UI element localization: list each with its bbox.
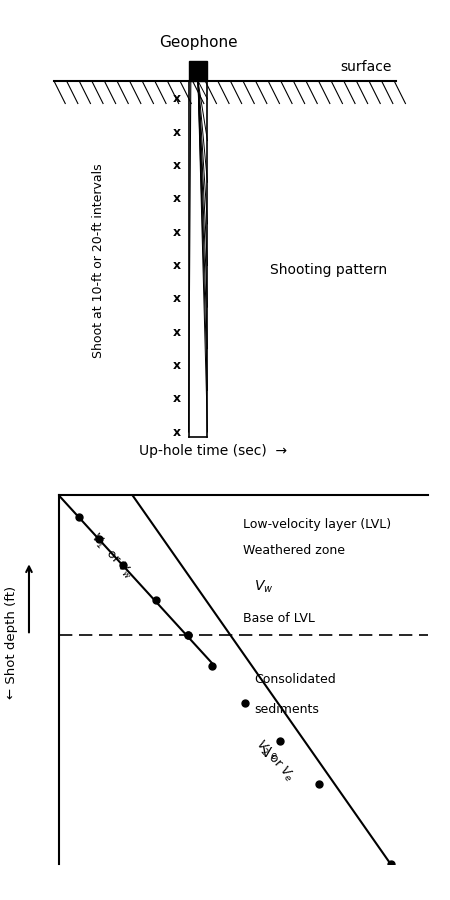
Text: Shoot at 10-ft or 20-ft intervals: Shoot at 10-ft or 20-ft intervals [93, 164, 105, 358]
Text: Low-velocity layer (LVL): Low-velocity layer (LVL) [243, 518, 391, 531]
Bar [189, 61, 207, 81]
Text: surface: surface [340, 60, 392, 75]
Text: x: x [173, 126, 181, 139]
Text: x: x [173, 159, 181, 172]
Text: sediments: sediments [254, 703, 319, 716]
Text: x: x [173, 226, 181, 239]
Text: Shooting pattern: Shooting pattern [270, 263, 387, 277]
Text: Up-hole time (sec)  →: Up-hole time (sec) → [140, 444, 288, 458]
Text: x: x [173, 392, 181, 405]
Text: $V_2$ or $V_e$: $V_2$ or $V_e$ [252, 737, 297, 785]
Text: $V_w$: $V_w$ [254, 579, 274, 596]
Text: x: x [173, 292, 181, 305]
Text: x: x [173, 193, 181, 205]
Text: Base of LVL: Base of LVL [243, 612, 315, 625]
Text: x: x [173, 426, 181, 438]
Text: Weathered zone: Weathered zone [243, 544, 345, 557]
Text: ← Shot depth (ft): ← Shot depth (ft) [4, 586, 18, 699]
Text: $V_e$: $V_e$ [261, 745, 279, 761]
Text: Consolidated: Consolidated [254, 673, 336, 686]
Text: $V_1$  or $V_w$: $V_1$ or $V_w$ [87, 530, 137, 582]
Text: Geophone: Geophone [159, 34, 237, 50]
Text: x: x [173, 259, 181, 272]
Text: x: x [173, 326, 181, 338]
Text: x: x [173, 93, 181, 105]
Text: x: x [173, 359, 181, 372]
